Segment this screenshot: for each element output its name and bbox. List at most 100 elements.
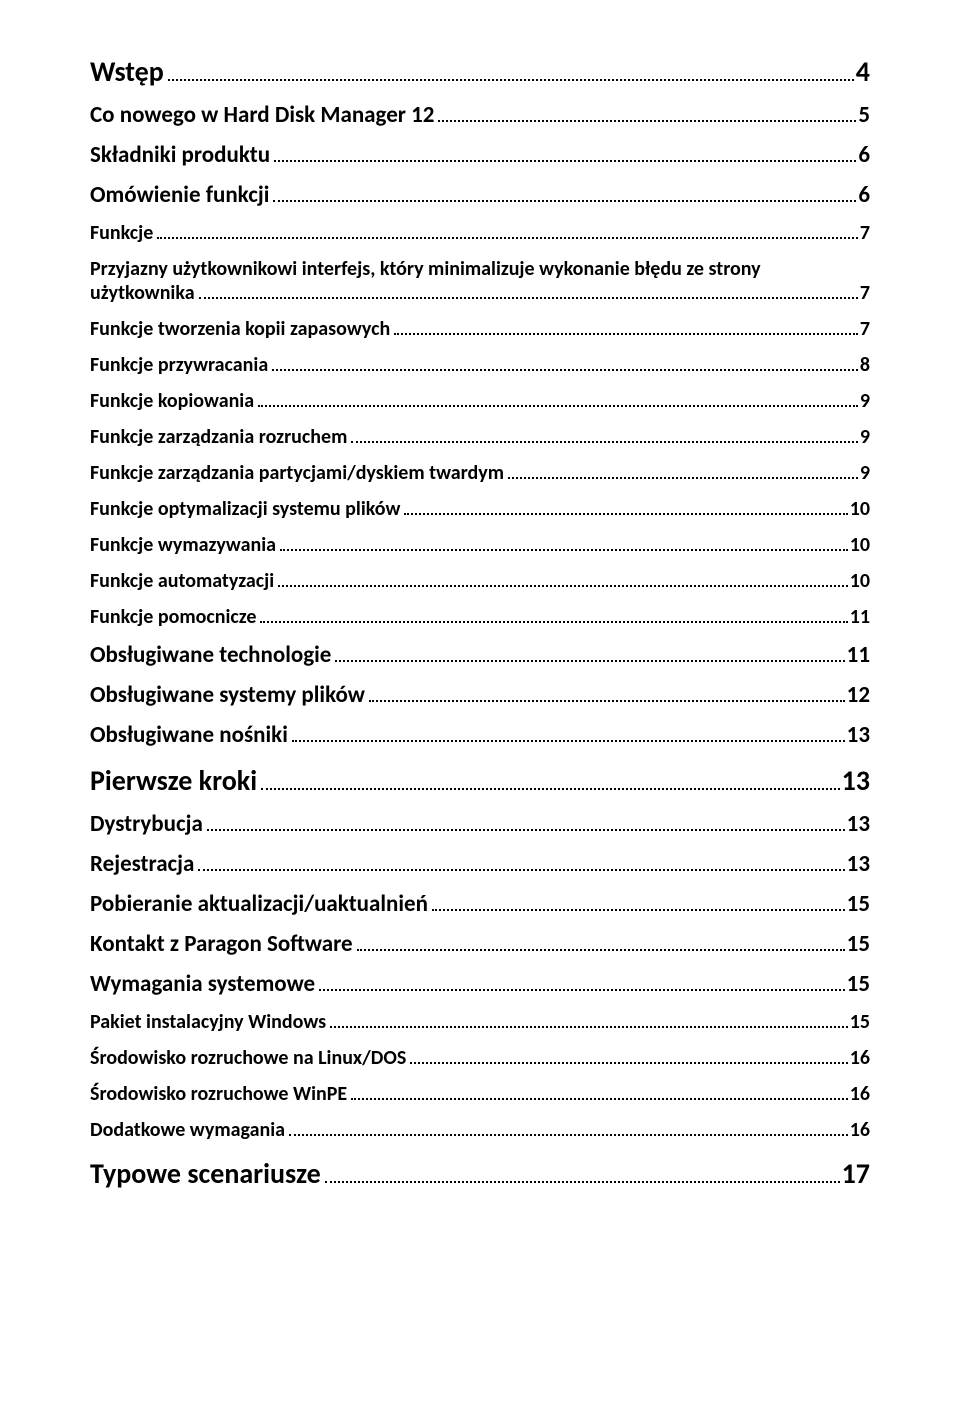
toc-leader — [404, 497, 847, 515]
toc-entry[interactable]: Kontakt z Paragon Software15 — [90, 930, 870, 958]
toc-entry-title: Omówienie funkcji — [90, 181, 269, 209]
toc-entry-page: 10 — [850, 533, 870, 557]
toc-leader — [260, 605, 847, 623]
toc-entry-title: Funkcje kopiowania — [90, 389, 254, 413]
toc-entry-page: 13 — [847, 850, 870, 878]
toc-entry-title: Rejestracja — [90, 850, 194, 878]
toc-entry-page: 13 — [842, 763, 870, 798]
toc-entry[interactable]: Funkcje 7 — [90, 221, 870, 245]
toc-entry[interactable]: Pierwsze kroki13 — [90, 763, 870, 798]
toc-leader — [278, 569, 848, 587]
toc-entry-title-line1: Przyjazny użytkownikowi interfejs, który… — [90, 257, 870, 281]
toc-entry[interactable]: Obsługiwane technologie 11 — [90, 641, 870, 669]
toc-entry[interactable]: Rejestracja 13 — [90, 850, 870, 878]
toc-entry[interactable]: Funkcje tworzenia kopii zapasowych 7 — [90, 317, 870, 341]
toc-entry-title: Środowisko rozruchowe na Linux/DOS — [90, 1046, 406, 1070]
toc-leader — [289, 1118, 848, 1136]
toc-entry-title: Funkcje zarządzania partycjami/dyskiem t… — [90, 461, 504, 485]
toc-entry[interactable]: Funkcje wymazywania10 — [90, 533, 870, 557]
toc-entry[interactable]: Obsługiwane nośniki 13 — [90, 721, 870, 749]
toc-leader — [351, 425, 858, 443]
toc-leader — [261, 766, 840, 790]
toc-entry[interactable]: Pakiet instalacyjny Windows15 — [90, 1010, 870, 1034]
toc-entry-title: Funkcje tworzenia kopii zapasowych — [90, 317, 390, 341]
toc-leader — [199, 281, 858, 299]
toc-leader — [157, 221, 858, 239]
toc-entry[interactable]: Funkcje zarządzania partycjami/dyskiem t… — [90, 461, 870, 485]
toc-entry[interactable]: Funkcje zarządzania rozruchem 9 — [90, 425, 870, 449]
toc-entry-page: 8 — [860, 353, 870, 377]
toc-entry-page: 7 — [860, 317, 870, 341]
toc-leader — [198, 851, 844, 871]
toc-entry-page: 9 — [860, 461, 870, 485]
toc-entry-title: Dystrybucja — [90, 810, 203, 838]
toc-entry[interactable]: Wymagania systemowe15 — [90, 970, 870, 998]
toc-entry-title: Funkcje zarządzania rozruchem — [90, 425, 347, 449]
toc-entry-page: 13 — [847, 810, 870, 838]
toc-entry-title: Obsługiwane technologie — [90, 641, 331, 669]
toc-entry-title: Funkcje przywracania — [90, 353, 268, 377]
toc-entry[interactable]: Funkcje automatyzacji 10 — [90, 569, 870, 593]
toc-leader — [168, 57, 854, 81]
toc-entry-page: 5 — [858, 101, 870, 129]
toc-leader — [369, 682, 845, 702]
toc-entry-page: 7 — [860, 281, 870, 305]
toc-entry-title: Wymagania systemowe — [90, 970, 315, 998]
toc-entry[interactable]: Omówienie funkcji 6 — [90, 181, 870, 209]
toc-leader — [410, 1046, 847, 1064]
toc-leader — [273, 182, 856, 202]
toc-entry[interactable]: Dystrybucja 13 — [90, 810, 870, 838]
toc-entry-title: Dodatkowe wymagania — [90, 1118, 285, 1142]
toc-entry-title: Typowe scenariusze — [90, 1156, 321, 1191]
toc-leader — [325, 1159, 840, 1183]
toc-entry-title: Pobieranie aktualizacji/uaktualnień — [90, 890, 428, 918]
toc-leader — [280, 533, 848, 551]
toc-entry[interactable]: Funkcje przywracania 8 — [90, 353, 870, 377]
toc-entry-page: 6 — [858, 181, 870, 209]
toc-leader — [432, 891, 845, 911]
toc-entry[interactable]: Typowe scenariusze 17 — [90, 1156, 870, 1191]
toc-leader — [335, 642, 844, 662]
toc-entry-title: Funkcje automatyzacji — [90, 569, 274, 593]
toc-entry-page: 12 — [847, 681, 870, 709]
toc-entry-page: 15 — [850, 1010, 870, 1034]
toc-entry[interactable]: Przyjazny użytkownikowi interfejs, który… — [90, 257, 870, 305]
toc-leader — [394, 317, 858, 335]
toc-entry-page: 6 — [858, 141, 870, 169]
toc-entry-page: 4 — [856, 54, 870, 89]
toc-leader — [438, 102, 856, 122]
toc-entry-page: 15 — [847, 890, 870, 918]
toc-entry-title: Kontakt z Paragon Software — [90, 930, 353, 958]
toc-entry-title: Środowisko rozruchowe WinPE — [90, 1082, 347, 1106]
toc-entry[interactable]: Obsługiwane systemy plików12 — [90, 681, 870, 709]
toc-entry[interactable]: Funkcje optymalizacji systemu plików10 — [90, 497, 870, 521]
toc-entry[interactable]: Co nowego w Hard Disk Manager 125 — [90, 101, 870, 129]
toc-entry[interactable]: Funkcje kopiowania 9 — [90, 389, 870, 413]
toc-entry-page: 10 — [850, 497, 870, 521]
toc-leader — [357, 931, 845, 951]
toc-entry[interactable]: Środowisko rozruchowe na Linux/DOS 16 — [90, 1046, 870, 1070]
toc-entry-page: 13 — [847, 721, 870, 749]
toc-entry-page: 16 — [850, 1046, 870, 1070]
toc-entry[interactable]: Wstęp4 — [90, 54, 870, 89]
toc-entry[interactable]: Pobieranie aktualizacji/uaktualnień 15 — [90, 890, 870, 918]
toc-leader — [330, 1010, 848, 1028]
toc-entry[interactable]: Funkcje pomocnicze11 — [90, 605, 870, 629]
toc-leader — [258, 389, 858, 407]
toc-entry-page: 11 — [847, 641, 870, 669]
toc-entry[interactable]: Środowisko rozruchowe WinPE16 — [90, 1082, 870, 1106]
toc-entry-page: 7 — [860, 221, 870, 245]
toc-entry-title: Obsługiwane nośniki — [90, 721, 288, 749]
toc-entry-page: 9 — [860, 389, 870, 413]
toc-entry-page: 17 — [842, 1156, 870, 1191]
toc-entry-page: 10 — [850, 569, 870, 593]
toc-entry[interactable]: Składniki produktu 6 — [90, 141, 870, 169]
toc-leader — [351, 1082, 848, 1100]
toc-entry-title: Funkcje — [90, 221, 153, 245]
table-of-contents: Wstęp4 Co nowego w Hard Disk Manager 125 S… — [90, 54, 870, 1191]
toc-leader — [508, 461, 858, 479]
toc-leader — [292, 722, 845, 742]
toc-entry-page: 9 — [860, 425, 870, 449]
toc-entry-title: Składniki produktu — [90, 141, 270, 169]
toc-entry[interactable]: Dodatkowe wymagania16 — [90, 1118, 870, 1142]
